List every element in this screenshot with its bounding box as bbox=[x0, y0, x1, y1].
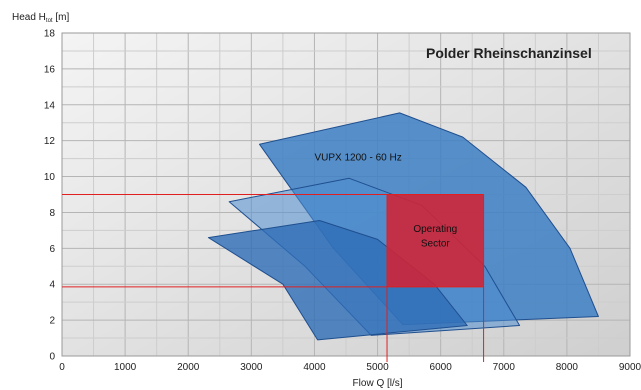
y-tick-label: 4 bbox=[49, 280, 55, 291]
y-tick-label: 12 bbox=[44, 136, 56, 147]
x-tick-label: 3000 bbox=[240, 362, 263, 373]
x-tick-label: 9000 bbox=[619, 362, 641, 373]
y-tick-label: 8 bbox=[49, 208, 55, 219]
x-tick-label: 8000 bbox=[556, 362, 579, 373]
operating-sector-label-line1: Operating bbox=[413, 224, 457, 235]
y-tick-label: 10 bbox=[44, 172, 56, 183]
reference-lines bbox=[62, 194, 485, 362]
pump-curve-area bbox=[207, 220, 468, 341]
x-tick-label: 5000 bbox=[366, 362, 389, 373]
x-tick-label: 6000 bbox=[430, 362, 453, 373]
y-tick-label: 16 bbox=[44, 64, 56, 75]
y-tick-label: 14 bbox=[44, 100, 56, 111]
y-axis-label-main: Head H bbox=[12, 12, 46, 23]
operating-sector-label-line2: Sector bbox=[421, 239, 451, 250]
y-tick-label: 6 bbox=[49, 244, 55, 255]
x-tick-label: 2000 bbox=[177, 362, 200, 373]
x-axis-label: Flow Q [l/s] bbox=[353, 378, 403, 389]
operating-sector bbox=[387, 194, 484, 287]
y-tick-label: 18 bbox=[44, 29, 56, 40]
y-axis-label-sub: tot bbox=[46, 18, 53, 24]
x-tick-label: 1000 bbox=[114, 362, 137, 373]
chart-title: Polder Rheinschanzinsel bbox=[426, 45, 592, 61]
x-tick-labels: 0 1000 2000 3000 4000 5000 6000 7000 8000 9000 bbox=[59, 362, 641, 373]
x-tick-label: 0 bbox=[59, 362, 65, 373]
y-axis-label-unit: [m] bbox=[53, 12, 70, 23]
x-tick-label: 7000 bbox=[493, 362, 516, 373]
y-axis-label: Head Htot [m] bbox=[12, 12, 69, 24]
x-tick-label: 4000 bbox=[303, 362, 326, 373]
pump-curve-label: VUPX 1200 - 60 Hz bbox=[314, 152, 401, 163]
y-tick-label: 0 bbox=[49, 352, 55, 363]
y-tick-labels: 0 2 4 6 8 10 12 14 16 18 bbox=[44, 29, 56, 363]
y-tick-label: 2 bbox=[49, 316, 55, 327]
